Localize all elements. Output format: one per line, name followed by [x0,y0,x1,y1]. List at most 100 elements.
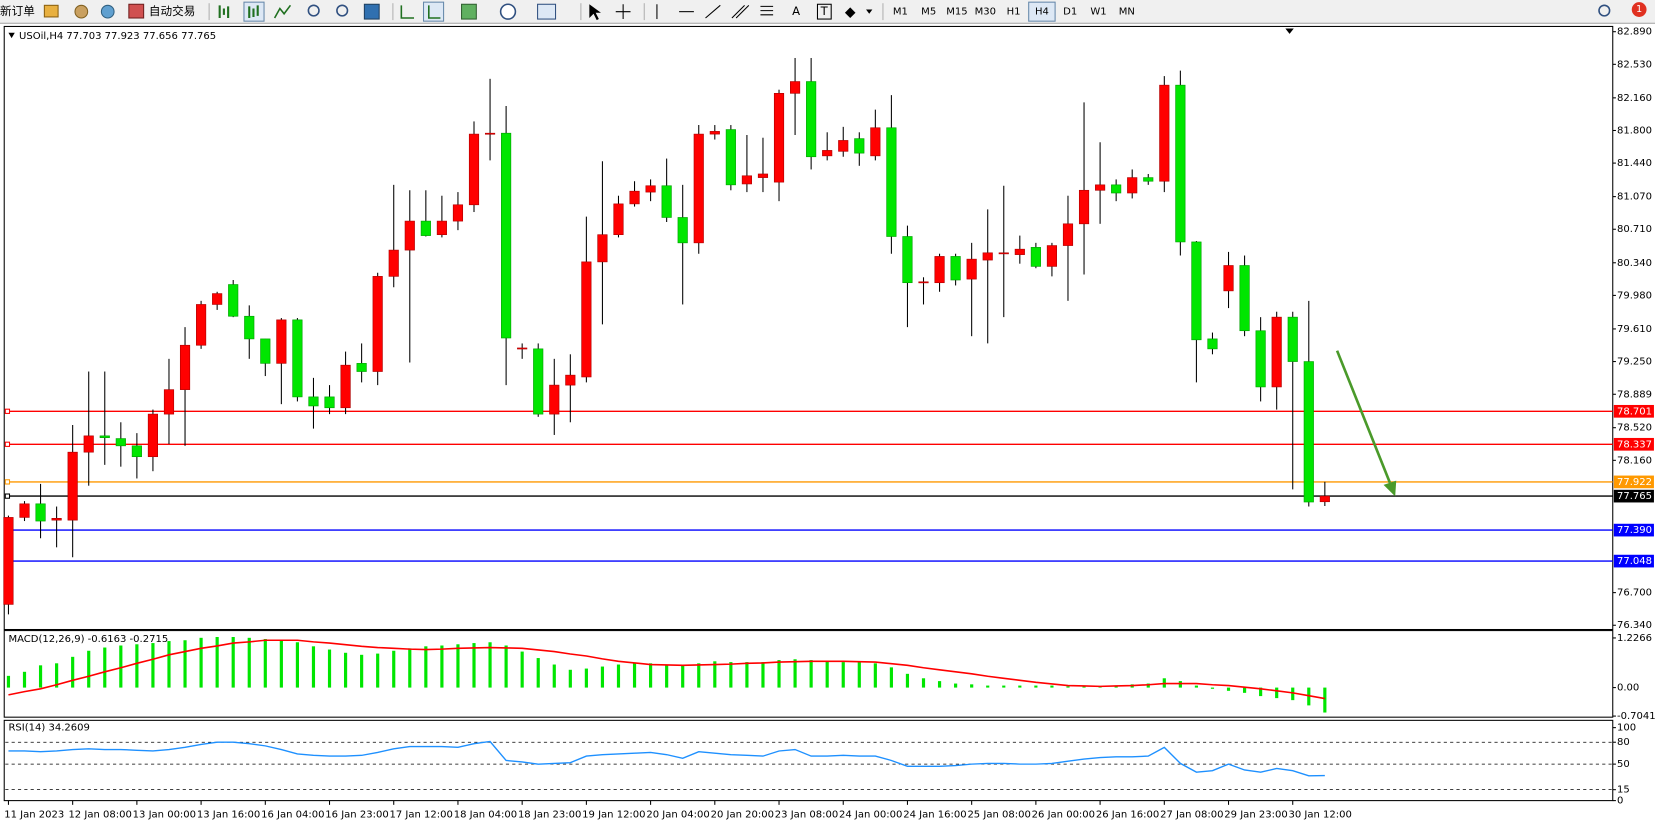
timeframe-button[interactable]: D1 [1063,7,1077,18]
notification-badge[interactable] [1631,2,1647,17]
macd-bar [1259,687,1263,697]
candle-body [308,396,319,407]
icon[interactable] [363,3,380,20]
timeframe-button[interactable]: M15 [946,7,967,18]
candle-body [196,304,207,346]
notification-count[interactable]: 1 [1636,4,1642,15]
search-icon[interactable] [1598,4,1611,17]
macd-bar [954,683,958,688]
candle-body [886,127,897,237]
rsi-title: RSI(14) 34.2609 [8,723,89,734]
timeframe-button[interactable]: H1 [1007,7,1021,18]
macd-bar [327,649,332,688]
macd-bar [247,637,251,688]
icon[interactable] [428,5,441,19]
candle-body [1303,361,1314,503]
macd-bar [713,661,717,688]
candle-body [228,284,239,317]
icon[interactable] [760,5,774,16]
macd-bar [793,659,797,688]
macd-bar [183,640,187,688]
candle-body [1095,184,1106,191]
icon[interactable] [100,4,115,19]
macd-bar [360,654,364,688]
x-tick-label: 16 Jan 23:00 [325,809,388,820]
y-tick-label: 80.710 [1617,224,1652,235]
macd-bar [1018,685,1022,688]
icon[interactable] [218,5,230,18]
icon[interactable] [43,4,59,18]
macd-bar [103,647,107,688]
timeframe-button[interactable]: M5 [921,7,936,18]
x-tick-label: 13 Jan 00:00 [133,809,196,820]
macd-bar [456,644,460,688]
macd-bar [343,652,348,688]
candle-body [131,445,142,458]
timeframe-button[interactable]: W1 [1090,7,1106,18]
icon[interactable] [74,4,89,19]
timeframe-button[interactable]: MN [1119,7,1135,18]
candle-body [757,173,769,178]
candle-body [404,220,415,251]
candle-body [773,93,785,183]
macd-bar [825,661,829,688]
icon[interactable] [589,4,601,21]
candle-body [1143,177,1154,182]
macd-bar [1242,687,1247,693]
icon[interactable] [400,5,415,19]
candle-body [388,249,399,277]
candle-body [35,503,46,522]
signal-line [8,639,1325,700]
macd-bar [119,645,123,688]
macd-bar [392,650,396,688]
y-tick-label: 15 [1617,785,1630,796]
macd-bar [1178,681,1182,688]
icon[interactable] [731,4,750,19]
level-handle [4,493,11,499]
candle-body [629,190,640,205]
x-tick-label: 26 Jan 16:00 [1096,809,1159,820]
timeframe-button[interactable]: H4 [1035,7,1049,18]
candle-body [436,220,447,236]
icon[interactable] [615,4,631,20]
level-tag [1613,523,1654,537]
icon[interactable] [336,4,349,17]
icon[interactable] [816,3,832,20]
icon[interactable] [866,9,873,14]
timeframe-active[interactable] [1028,1,1056,22]
new-order[interactable]: 新订单 [0,4,35,18]
macd-bar [1291,687,1295,701]
level-label: 77.765 [1617,491,1652,502]
level-handle [4,479,11,485]
candle-body [645,185,656,193]
macd-bar [231,637,235,688]
icon[interactable] [128,3,145,19]
icon[interactable] [248,5,259,18]
candle-body [115,438,126,447]
icon[interactable] [499,3,517,20]
candle-body [549,384,560,415]
icon[interactable] [705,4,721,19]
text-tool[interactable]: A [792,4,800,18]
macd-bar [279,640,283,688]
auto-trading[interactable]: 自动交易 [149,4,195,18]
macd-bar [87,650,91,688]
timeframes: M1 M5 M15 M30 H1 H4 D1 W1 MN [893,1,1135,22]
timeframe-button[interactable]: M30 [975,7,996,18]
candle-body [902,236,913,284]
icon[interactable] [537,3,557,20]
candle-body [1062,223,1074,246]
timeframe-button[interactable]: M1 [893,7,908,18]
icon[interactable] [273,4,292,19]
macd-bar [761,662,765,688]
icon[interactable] [461,3,477,20]
level-label: 78.337 [1617,439,1652,450]
label-tool[interactable]: T [820,4,829,18]
level-tag [1613,437,1654,451]
annotation-arrow-head [1383,480,1397,497]
icon[interactable] [307,4,320,17]
candle-body [51,518,62,521]
x-tick-label: 18 Jan 23:00 [518,809,581,820]
annotation-arrow [1335,350,1392,484]
y-tick-label: 81.800 [1617,125,1652,136]
